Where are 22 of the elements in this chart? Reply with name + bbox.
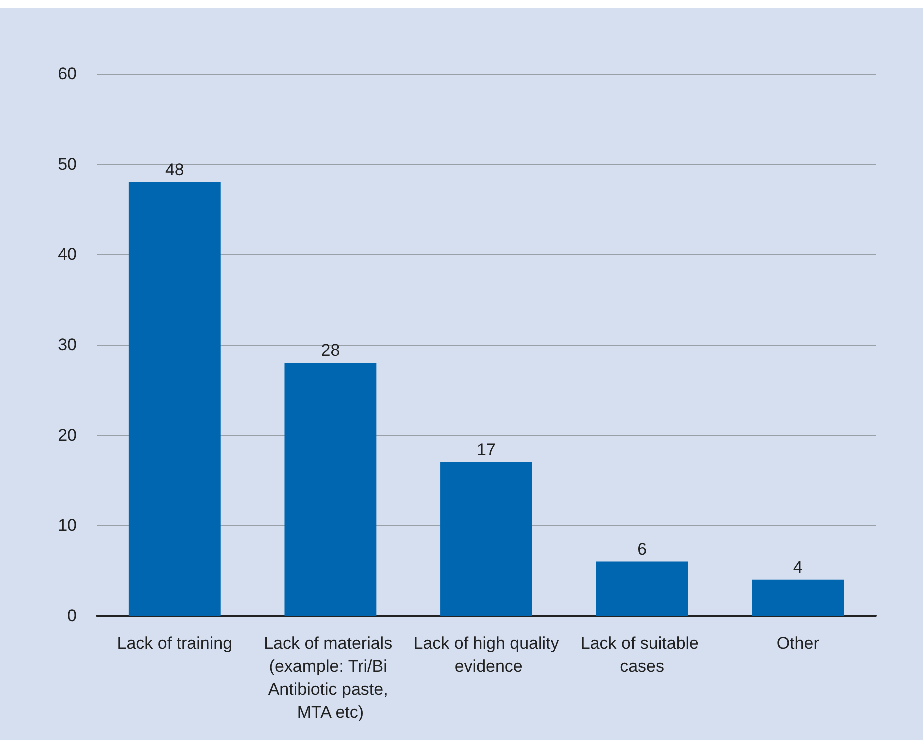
x-tick-label: Other <box>776 634 820 653</box>
data-label: 4 <box>793 558 803 577</box>
bar <box>284 363 377 616</box>
bar <box>752 580 844 616</box>
y-tick-label: 20 <box>58 426 77 445</box>
x-tick-label: Lack of training <box>117 634 233 653</box>
y-tick-label: 40 <box>58 245 77 264</box>
y-tick-label: 50 <box>58 154 77 174</box>
data-label: 17 <box>477 440 496 460</box>
y-tick-label: 10 <box>58 516 77 536</box>
bar <box>128 182 221 616</box>
data-label: 48 <box>165 160 184 180</box>
data-label: 28 <box>321 341 340 360</box>
y-tick-label: 0 <box>68 606 77 626</box>
y-tick-label: 60 <box>58 64 77 84</box>
x-tick-label: Lack of suitable cases <box>580 634 704 676</box>
bar <box>596 562 688 616</box>
y-tick-label: 30 <box>58 336 77 354</box>
bar <box>440 462 532 616</box>
data-label: 6 <box>638 540 648 559</box>
x-tick-label: Lack of high quality evidence <box>414 634 560 676</box>
x-tick-label: Lack of materials (example: Tri/Bi Antibiotic paste, MTA etc) <box>264 634 398 722</box>
